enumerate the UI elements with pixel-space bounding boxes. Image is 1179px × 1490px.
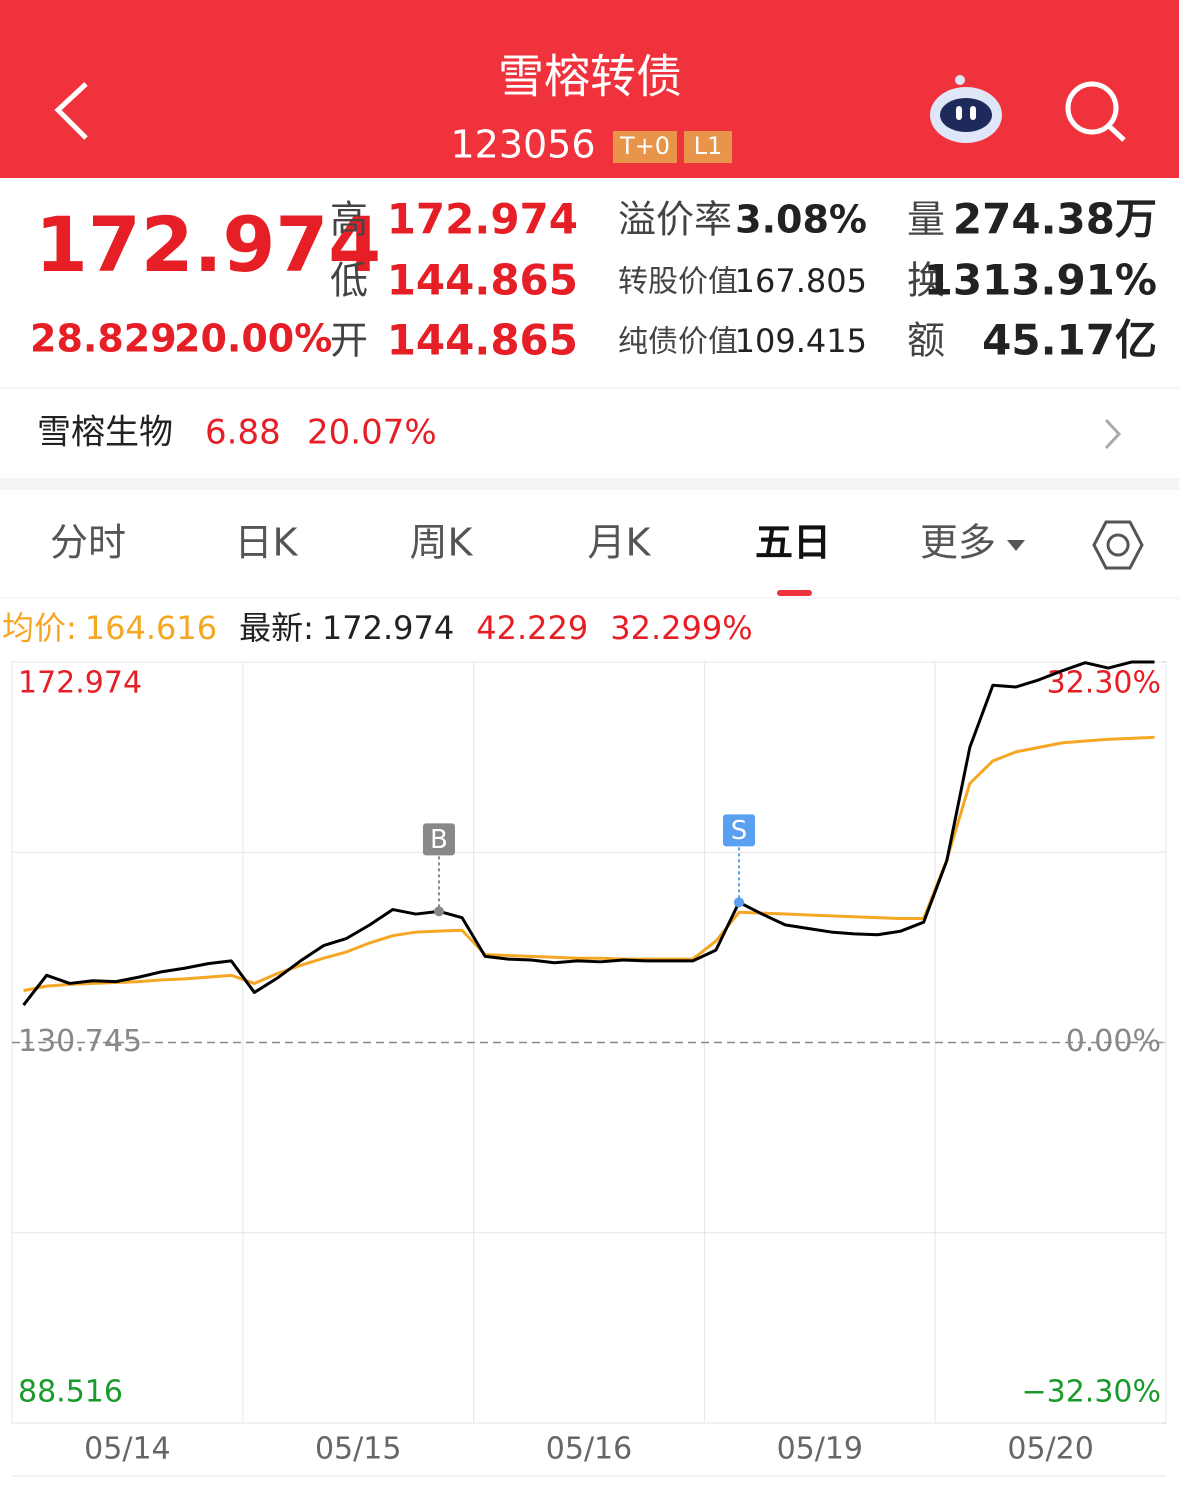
tab-indicator [777, 590, 812, 596]
stat-value: 144.865 [387, 316, 578, 365]
stock-change: 20.07% [307, 413, 437, 453]
search-icon[interactable] [1065, 81, 1126, 142]
volume-value: 274.38万 [953, 195, 1157, 244]
volume-label: 额 [907, 319, 945, 363]
legend-text: 32.299% [610, 609, 752, 647]
marker-label: B [430, 825, 448, 855]
change-pct: 20.00% [174, 317, 332, 361]
stat-label: 高 [330, 198, 368, 242]
change: 28.829 [30, 317, 177, 361]
marker-box [422, 823, 455, 856]
stock-price: 6.88 [205, 413, 281, 453]
marker-dot [734, 897, 745, 908]
chevron[interactable] [1104, 418, 1122, 450]
badge-bg [613, 131, 677, 163]
back-button[interactable] [54, 82, 88, 140]
badge: L1 [694, 132, 723, 160]
code: 123056 [450, 123, 595, 167]
y-tick-label: 88.516 [18, 1375, 123, 1410]
y-tick-label: 130.745 [18, 1024, 142, 1059]
stat-value: 144.865 [387, 256, 578, 305]
marker-box [723, 814, 756, 847]
stat-label: 开 [330, 319, 368, 363]
legend-text: 42.229 [476, 609, 588, 647]
metric-value: 167.805 [735, 262, 867, 300]
volume-value: 45.17亿 [982, 316, 1157, 365]
separator [0, 478, 1179, 490]
legend-text: 164.616 [85, 609, 217, 647]
legend-text: 172.974 [322, 609, 454, 647]
metric-label: 转股价值 [618, 265, 738, 300]
tab[interactable]: 五日 [755, 521, 831, 565]
robot-icon[interactable] [930, 75, 1002, 143]
title: 雪榕转债 [498, 50, 682, 104]
settings-icon[interactable] [1092, 520, 1144, 570]
avg-line [23, 735, 1155, 993]
tab[interactable]: 周K [410, 521, 474, 565]
header-bar [0, 0, 1179, 178]
legend-text: 最新: [239, 609, 314, 647]
volume-label: 量 [907, 198, 945, 242]
x-tick-label: 05/20 [1007, 1432, 1093, 1467]
x-tick-label: 05/14 [84, 1432, 170, 1467]
stock-name[interactable]: 雪榕生物 [37, 413, 173, 453]
x-tick-label: 05/19 [777, 1432, 863, 1467]
x-tick-label: 05/15 [315, 1432, 401, 1467]
price: 172.974 [35, 200, 381, 289]
metric-label: 纯债价值 [618, 325, 738, 360]
metric-value: 3.08% [735, 198, 867, 242]
dropdown-arrow[interactable] [1007, 540, 1025, 551]
y2-tick-label: 0.00% [1066, 1024, 1161, 1059]
price-line [22, 660, 1155, 1006]
y2-tick-label: 32.30% [1047, 666, 1161, 701]
volume-label: 换 [907, 259, 945, 303]
badge-bg [684, 131, 732, 163]
badge: T+0 [619, 132, 670, 160]
y2-tick-label: −32.30% [1021, 1375, 1161, 1410]
legend-text: 均价: [2, 609, 77, 647]
metric-value: 109.415 [735, 322, 867, 360]
marker-dot [433, 906, 444, 917]
tab[interactable]: 月K [588, 521, 652, 565]
y-tick-label: 172.974 [18, 666, 142, 701]
stat-value: 172.974 [387, 195, 578, 244]
tab[interactable]: 分时 [50, 521, 126, 565]
metric-label: 溢价率 [618, 198, 732, 242]
tab[interactable]: 更多 [920, 521, 996, 565]
volume-value: 1313.91% [924, 256, 1157, 305]
x-tick-label: 05/16 [546, 1432, 632, 1467]
tab[interactable]: 日K [235, 521, 299, 565]
stat-label: 低 [330, 259, 368, 303]
marker-label: S [731, 816, 748, 846]
